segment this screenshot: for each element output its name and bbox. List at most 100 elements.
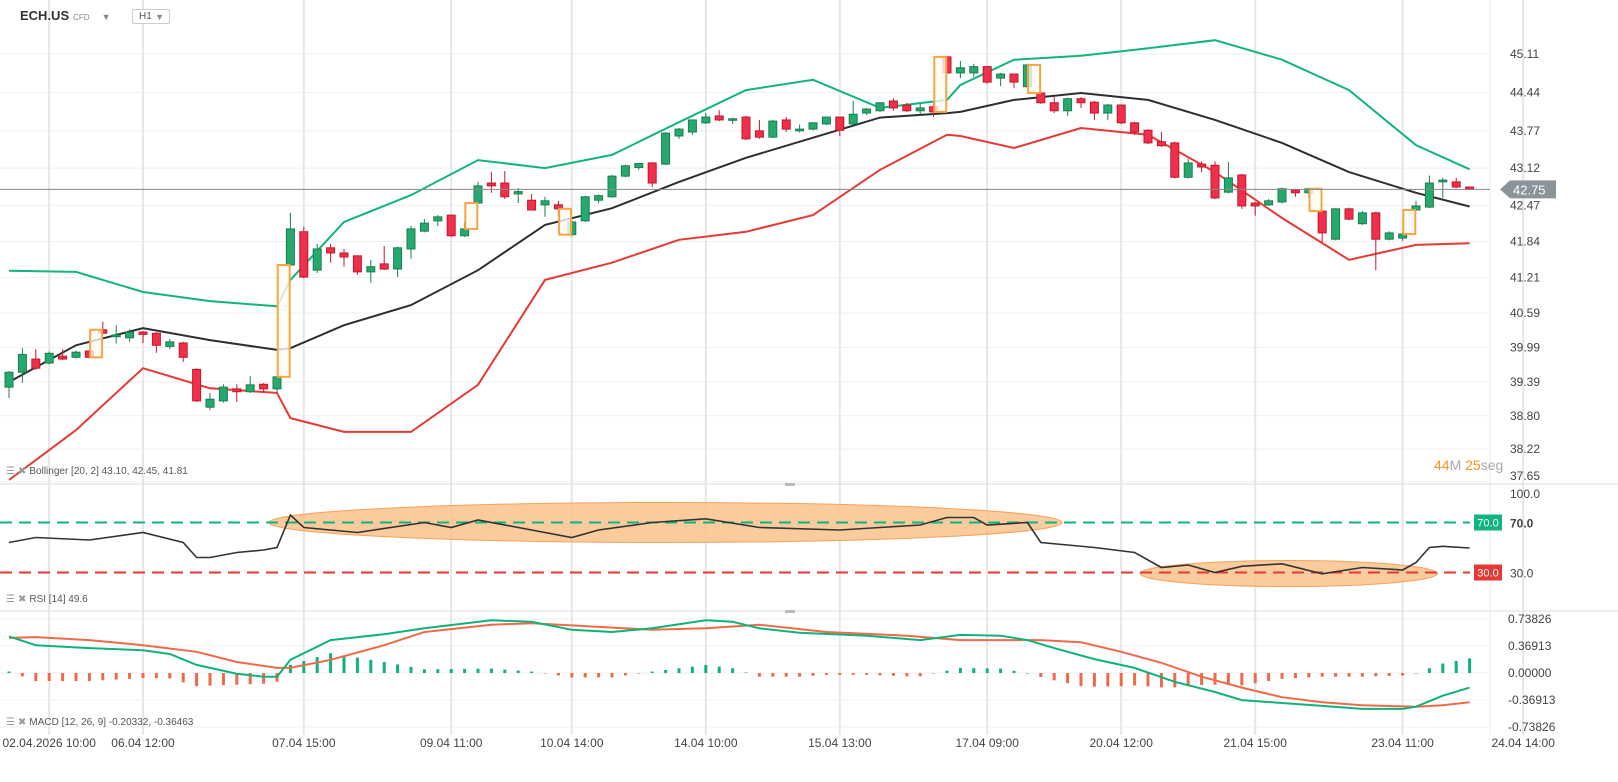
candle: [1183, 158, 1193, 179]
macd-histogram-bar: [1267, 673, 1271, 682]
candle: [245, 376, 255, 393]
macd-histogram-bar: [1079, 673, 1083, 687]
close-icon[interactable]: ✖: [17, 466, 27, 477]
macd-histogram-bar: [181, 673, 185, 683]
time-tick-label: 23.04 11:00: [1371, 736, 1434, 750]
candle-body: [1384, 232, 1394, 240]
macd-histogram-bar: [704, 664, 708, 673]
rsi-tick-label: 100.0: [1510, 487, 1540, 501]
candle: [1116, 104, 1126, 124]
candle: [1438, 177, 1448, 198]
time-tick-label: 21.04 15:00: [1223, 736, 1287, 750]
candle: [1317, 209, 1327, 243]
candle-body: [701, 116, 711, 124]
macd-histogram-bar: [1159, 673, 1163, 688]
macd-histogram-bar: [1280, 673, 1284, 679]
candle: [661, 131, 671, 166]
candle-body: [888, 100, 898, 109]
macd-histogram-bar: [1173, 673, 1177, 688]
rsi-tick-label: 70.0: [1510, 517, 1534, 531]
pane-resize-handle[interactable]: [785, 483, 795, 486]
candles: [4, 55, 1475, 411]
candle-body: [17, 353, 27, 373]
candle: [339, 248, 349, 267]
close-icon[interactable]: ✖: [17, 717, 27, 728]
candle: [259, 383, 269, 392]
countdown-seconds: 25: [1465, 457, 1481, 473]
macd-histogram-bar: [128, 673, 132, 679]
candle-body: [513, 191, 523, 195]
candle: [1143, 129, 1153, 145]
candle-body: [1237, 174, 1247, 207]
rsi-legend: ☰ ✖ RSI [14] 49.6: [6, 594, 88, 605]
candle-body: [165, 341, 175, 347]
macd-histogram-bar: [329, 653, 333, 673]
macd-histogram-bar: [597, 673, 601, 678]
symbol-selector[interactable]: ECH.US CFD ▼: [20, 8, 111, 23]
candle: [433, 215, 443, 227]
candle: [151, 332, 161, 353]
price-tick-label: 41.21: [1510, 271, 1540, 285]
candle-countdown: 44M 25seg: [1434, 457, 1503, 473]
candle: [111, 325, 121, 344]
candle-body: [1438, 179, 1448, 183]
candle: [674, 127, 684, 139]
time-tick-label: 07.04 15:00: [272, 736, 336, 750]
candle-body: [245, 384, 255, 393]
macd-histogram-bar: [489, 668, 493, 673]
close-icon[interactable]: ✖: [17, 594, 27, 605]
candle-body: [71, 351, 81, 358]
candle-body: [714, 115, 724, 121]
macd-histogram-bar: [530, 671, 534, 673]
settings-menu-icon[interactable]: ☰: [6, 717, 15, 728]
rsi-level-tag: [1474, 564, 1502, 581]
candle-body: [4, 371, 14, 388]
candle: [915, 103, 925, 115]
candle: [768, 119, 778, 139]
macd-histogram-bar: [1360, 673, 1364, 677]
candle: [1424, 175, 1434, 209]
candle: [607, 174, 617, 198]
candle-body: [996, 73, 1006, 79]
pane-resize-handle[interactable]: [785, 610, 795, 613]
macd-histogram-bar: [690, 666, 694, 673]
macd-histogram-bar: [315, 657, 319, 673]
candle-body: [419, 222, 429, 232]
settings-menu-icon[interactable]: ☰: [6, 594, 15, 605]
candle: [500, 170, 510, 200]
candle-body: [1290, 189, 1300, 194]
candle: [299, 226, 309, 279]
macd-histogram-bar: [1119, 673, 1123, 687]
settings-menu-icon[interactable]: ☰: [6, 466, 15, 477]
candle-body: [326, 247, 336, 254]
price-tick-label: 41.84: [1510, 235, 1540, 249]
price-tick-label: 43.12: [1510, 161, 1540, 175]
macd-histogram-bar: [1401, 673, 1405, 676]
macd-histogram-bar: [1307, 673, 1311, 678]
timeframe-selector[interactable]: H1 ▼: [132, 9, 170, 24]
candle-body: [259, 383, 269, 390]
candle: [513, 188, 523, 204]
candle-body: [285, 228, 295, 266]
candle-body: [446, 214, 456, 237]
macd-histogram-bar: [891, 673, 895, 676]
candle-body: [486, 182, 496, 187]
macd-histogram-bar: [1441, 663, 1445, 673]
macd-histogram-bar: [114, 673, 118, 680]
macd-histogram-bar: [436, 669, 440, 673]
macd-histogram-bar: [1052, 673, 1056, 681]
price-tick-label: 38.22: [1510, 442, 1540, 456]
candle: [1331, 208, 1341, 241]
candle-body: [1210, 164, 1220, 199]
candle: [393, 246, 403, 278]
candle: [17, 348, 27, 383]
candle-body: [192, 368, 202, 402]
candle-body: [915, 107, 925, 112]
macd-tick-label: -0.73826: [1508, 720, 1556, 734]
candle-body: [1331, 208, 1341, 240]
macd-histogram-bar: [74, 673, 78, 682]
candle-body: [366, 266, 376, 273]
candle-body: [1076, 98, 1086, 104]
candle: [326, 243, 336, 263]
